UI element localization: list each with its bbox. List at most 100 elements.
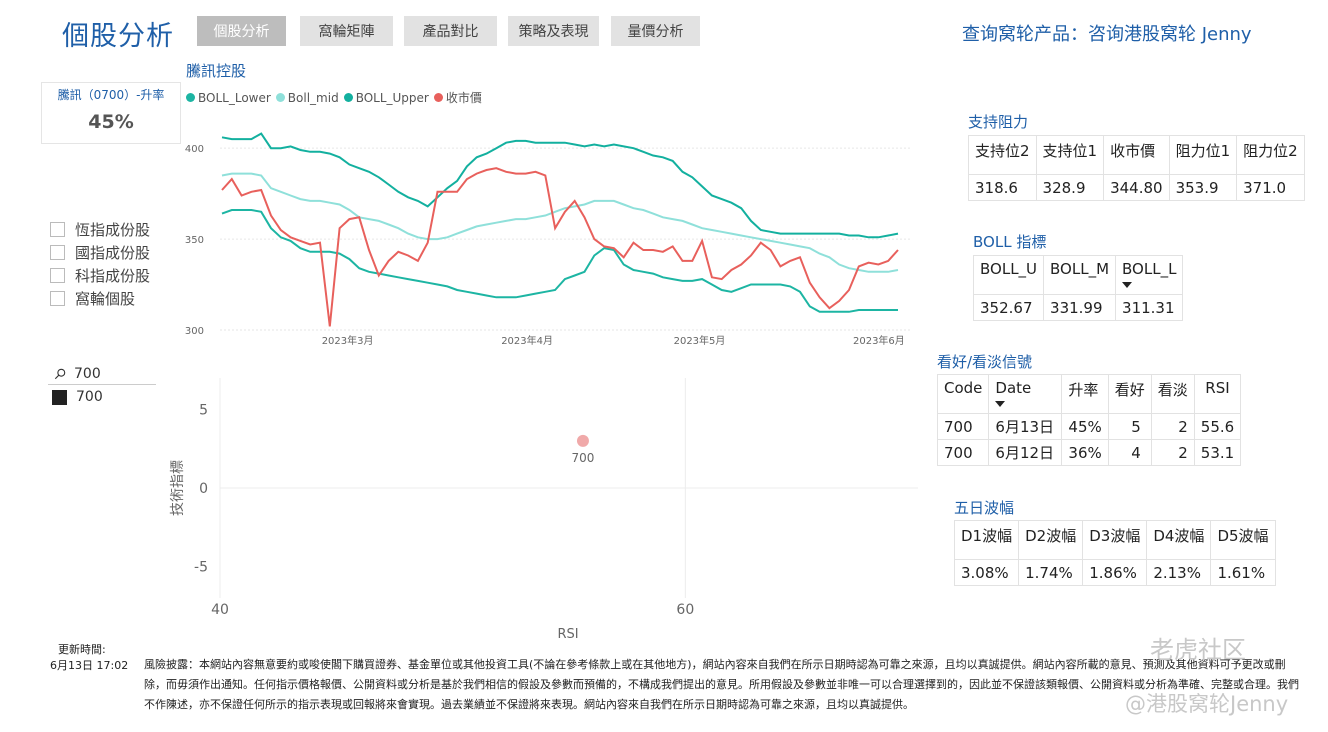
checkbox[interactable] xyxy=(50,291,65,306)
boll-line-chart: 300 350 400 2023年3月 2023年4月 2023年5月 2023年6月 xyxy=(185,132,910,347)
tab-warrant-matrix[interactable]: 窩輪矩陣 xyxy=(300,16,393,46)
column-header[interactable]: 升率 xyxy=(1061,374,1109,414)
legend-item[interactable]: 收市價 xyxy=(433,89,482,106)
column-header[interactable]: 阻力位1 xyxy=(1168,135,1238,175)
table-cell: 353.9 xyxy=(1168,174,1238,201)
tab-strategy-performance[interactable]: 策略及表現 xyxy=(508,16,599,46)
filter-label: 國指成份股 xyxy=(75,244,151,262)
table-cell: 1.74% xyxy=(1018,559,1084,586)
legend-marker xyxy=(343,93,353,102)
line-chart-legend: BOLL_Lower Boll_mid BOLL_Upper 收市價 xyxy=(186,89,487,106)
legend-label: BOLL_Upper xyxy=(355,90,429,105)
sort-descending-icon[interactable] xyxy=(995,401,1006,407)
checkbox[interactable] xyxy=(50,245,65,260)
column-header[interactable]: 看好 xyxy=(1107,374,1152,414)
query-warrant-link[interactable]: 查询窝轮产品：咨询港股窝轮 Jenny xyxy=(962,24,1252,45)
column-header[interactable]: 支持位2 xyxy=(968,135,1037,175)
checkbox[interactable] xyxy=(50,268,65,283)
table-cell: 700 xyxy=(936,413,990,440)
table-cell: 2.13% xyxy=(1146,559,1212,586)
table-header-row: 支持位2 支持位1 收市價 阻力位1 阻力位2 xyxy=(968,135,1305,175)
watermark-community: 老虎社区 xyxy=(1150,636,1246,664)
sort-descending-icon[interactable] xyxy=(1122,282,1133,288)
slicer-item-label: 700 xyxy=(76,389,103,405)
slicer-item-700[interactable]: 700 xyxy=(52,389,103,405)
table-cell: 53.1 xyxy=(1193,439,1242,466)
column-header[interactable]: Code xyxy=(936,374,990,414)
column-header[interactable]: BOLL_M xyxy=(1043,255,1117,295)
filter-warrant-stocks[interactable]: 窩輪個股 xyxy=(50,288,135,309)
column-header[interactable]: D1波幅 xyxy=(953,520,1020,560)
table-cell: 318.6 xyxy=(968,174,1037,201)
table-row[interactable]: 700 6月13日 45% 5 2 55.6 xyxy=(936,413,1242,440)
table-cell: 45% xyxy=(1061,413,1109,440)
filter-label: 科指成份股 xyxy=(75,267,151,285)
column-header[interactable]: D3波幅 xyxy=(1082,520,1148,560)
risk-disclaimer: 風險披露：本網站內容無意要約或唆使閣下購買證券、基金單位或其他投資工具(不論在參… xyxy=(144,658,1299,711)
x-tick-label: 2023年3月 xyxy=(322,334,374,347)
y-tick-label: 300 xyxy=(185,326,204,337)
tab-stock-analysis[interactable]: 個股分析 xyxy=(197,16,286,46)
column-header[interactable]: D4波幅 xyxy=(1146,520,1212,560)
search-box[interactable] xyxy=(48,364,156,385)
update-label: 更新時間: xyxy=(58,643,106,656)
filter-hstech-constituents[interactable]: 科指成份股 xyxy=(50,265,150,286)
column-header[interactable]: 支持位1 xyxy=(1035,135,1105,175)
legend-item[interactable]: Boll_mid xyxy=(275,90,339,105)
close-price-line xyxy=(221,167,899,327)
update-time: 6月13日 17:02 xyxy=(50,659,129,672)
table-cell: 2 xyxy=(1150,439,1195,466)
filter-hscei-constituents[interactable]: 國指成份股 xyxy=(50,242,150,263)
column-header[interactable]: Date xyxy=(988,374,1063,414)
boll-table-title: BOLL 指標 xyxy=(973,233,1047,251)
y-tick-label: 0 xyxy=(199,481,208,497)
filter-hsi-constituents[interactable]: 恆指成份股 xyxy=(50,219,150,240)
column-header[interactable]: BOLL_U xyxy=(972,255,1045,295)
legend-label: Boll_mid xyxy=(287,90,339,105)
legend-item[interactable]: BOLL_Upper xyxy=(343,90,429,105)
page-title: 個股分析 xyxy=(62,21,174,52)
wave-table-title: 五日波幅 xyxy=(954,499,1015,517)
column-header[interactable]: 收市價 xyxy=(1103,135,1170,175)
table-cell: 5 xyxy=(1107,413,1152,440)
legend-marker xyxy=(186,93,195,102)
table-cell: 700 xyxy=(936,439,990,466)
table-cell: 371.0 xyxy=(1236,174,1305,201)
y-axis-title: 技術指標 xyxy=(170,460,186,516)
table-cell: 4 xyxy=(1107,439,1152,466)
column-header[interactable]: D2波幅 xyxy=(1018,520,1084,560)
column-header-label: Date xyxy=(995,379,1032,397)
column-header[interactable]: 看淡 xyxy=(1150,374,1195,414)
column-header[interactable]: BOLL_L xyxy=(1115,255,1184,295)
tab-product-compare[interactable]: 產品對比 xyxy=(404,16,497,46)
watermark-author: @港股窝轮Jenny xyxy=(1125,692,1289,716)
column-header[interactable]: D5波幅 xyxy=(1210,520,1276,560)
column-header-label: BOLL_L xyxy=(1122,260,1177,278)
column-header[interactable]: 阻力位2 xyxy=(1236,135,1305,175)
column-header[interactable]: RSI xyxy=(1193,374,1242,414)
legend-item[interactable]: BOLL_Lower xyxy=(186,91,271,105)
table-row[interactable]: 700 6月12日 36% 4 2 53.1 xyxy=(936,439,1242,466)
legend-marker xyxy=(433,93,443,102)
search-input[interactable] xyxy=(72,365,156,383)
kpi-card: 騰訊（0700）-升率 45% xyxy=(41,82,181,144)
y-tick-label: 400 xyxy=(185,144,204,155)
filter-label: 恆指成份股 xyxy=(75,221,151,239)
support-resistance-title: 支持阻力 xyxy=(968,113,1029,131)
checkbox-checked[interactable] xyxy=(52,389,67,405)
table-row: 3.08% 1.74% 1.86% 2.13% 1.61% xyxy=(953,559,1276,586)
x-tick-label: 60 xyxy=(676,602,694,618)
table-cell: 328.9 xyxy=(1035,174,1105,201)
table-cell: 311.31 xyxy=(1115,294,1184,321)
table-cell: 331.99 xyxy=(1043,294,1117,321)
filter-label: 窩輪個股 xyxy=(75,290,136,308)
scatter-point[interactable] xyxy=(576,434,589,447)
table-cell: 1.61% xyxy=(1210,559,1276,586)
point-label: 700 xyxy=(572,451,595,465)
checkbox[interactable] xyxy=(50,222,65,237)
table-cell: 2 xyxy=(1150,413,1195,440)
tab-volume-price[interactable]: 量價分析 xyxy=(611,16,700,46)
table-row: 318.6 328.9 344.80 353.9 371.0 xyxy=(968,174,1305,201)
kpi-label: 騰訊（0700）-升率 xyxy=(57,88,165,102)
x-tick-label: 40 xyxy=(211,602,229,618)
